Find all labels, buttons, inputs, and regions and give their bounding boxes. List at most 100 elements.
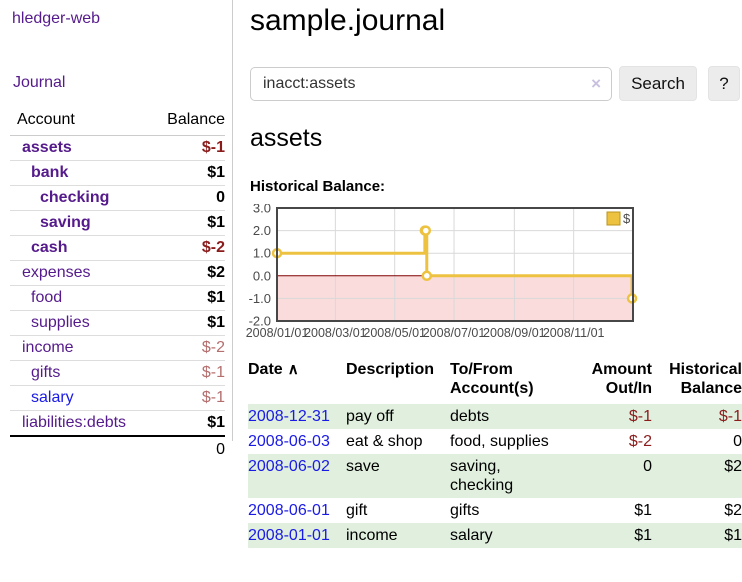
account-balance: $1 xyxy=(207,314,225,331)
chart-ytick-label: 0.0 xyxy=(253,268,271,283)
account-balance: $-2 xyxy=(201,239,225,256)
account-balance: 0 xyxy=(216,189,225,206)
sort-ascending-icon: ∧ xyxy=(287,361,299,378)
transaction-balance: $-1 xyxy=(718,408,742,425)
accounts-header-balance: Balance xyxy=(153,107,225,136)
transaction-date-cell: 2008-12-31 xyxy=(248,404,346,429)
account-row: food $1 xyxy=(10,285,225,311)
register-header-row: Date ∧ Description To/From Account(s) Amo… xyxy=(248,358,742,404)
register-table: Date ∧ Description To/From Account(s) Amo… xyxy=(248,358,742,548)
main-panel: sample.journal × Search ? assets Histori… xyxy=(233,0,742,582)
account-balance: $2 xyxy=(207,264,225,281)
accounts-header-account: Account xyxy=(10,107,154,136)
account-row: liabilities:debts $1 xyxy=(10,410,225,437)
account-link[interactable]: saving xyxy=(40,214,91,231)
transaction-amount: $1 xyxy=(634,502,652,519)
account-row: saving $1 xyxy=(10,210,225,236)
account-link[interactable]: income xyxy=(22,339,74,356)
chart-data-point xyxy=(421,270,433,282)
transaction-amount: 0 xyxy=(643,458,652,475)
transaction-balance: $1 xyxy=(724,527,742,544)
account-row: assets $-1 xyxy=(10,136,225,161)
transaction-date-link[interactable]: 2008-06-01 xyxy=(248,502,330,519)
chart-legend-label: $ xyxy=(623,211,631,226)
search-box: × xyxy=(250,66,612,101)
accounts-total-value: 0 xyxy=(153,435,225,463)
register-header-balance: Historical Balance xyxy=(669,361,742,397)
nav-journal-link[interactable]: Journal xyxy=(13,74,66,91)
chart-data-point xyxy=(420,225,432,236)
search-button[interactable]: Search xyxy=(619,66,697,101)
transaction-balance: 0 xyxy=(733,433,742,450)
account-link[interactable]: assets xyxy=(22,139,72,156)
transaction-accounts: food, supplies xyxy=(450,433,549,450)
accounts-total-row: 0 xyxy=(10,435,225,463)
transaction-accounts: saving, checking xyxy=(450,458,514,494)
transaction-accounts: debts xyxy=(450,408,490,425)
transaction-date-link[interactable]: 2008-06-03 xyxy=(248,433,330,450)
account-link[interactable]: salary xyxy=(31,389,74,406)
chart-xtick-label: 2008/11/01 xyxy=(543,326,605,340)
chart-ytick-label: -1.0 xyxy=(249,291,271,306)
chart-xtick-label: 2008/07/01 xyxy=(423,326,486,340)
transaction-balance: $2 xyxy=(724,458,742,475)
search-input[interactable] xyxy=(250,66,612,101)
account-row: income $-2 xyxy=(10,335,225,361)
account-row: cash $-2 xyxy=(10,235,225,261)
register-row: 2008-12-31 pay off debts $-1 $-1 xyxy=(248,404,742,429)
account-balance: $1 xyxy=(207,414,225,431)
chart-ytick-label: 2.0 xyxy=(253,223,271,238)
transaction-date-cell: 2008-06-03 xyxy=(248,429,346,454)
chart-xtick-label: 2008/03/01 xyxy=(304,326,367,340)
historical-balance-chart: $3.0 2.0 1.0 0.0 -1.0 -2.0 2008/01/01 2008/03/0… xyxy=(243,201,643,344)
register-header-amount: Amount Out/In xyxy=(591,361,652,397)
transaction-date-cell: 2008-01-01 xyxy=(248,523,346,548)
register-header-date-label: Date xyxy=(248,361,283,378)
transaction-date-cell: 2008-06-01 xyxy=(248,498,346,523)
page-title: sample.journal xyxy=(250,4,446,37)
account-row: supplies $1 xyxy=(10,310,225,336)
help-button[interactable]: ? xyxy=(708,66,740,101)
clear-search-icon[interactable]: × xyxy=(591,73,601,93)
account-row: salary $-1 xyxy=(10,385,225,411)
chart-ytick-label: 1.0 xyxy=(253,246,271,261)
account-balance: $-1 xyxy=(201,389,225,406)
app-title-link[interactable]: hledger-web xyxy=(12,10,101,27)
account-row: checking 0 xyxy=(10,185,225,211)
register-row: 2008-06-02 save saving, checking 0 $2 xyxy=(248,454,742,498)
register-row: 2008-06-01 gift gifts $1 $2 xyxy=(248,498,742,523)
account-balance: $1 xyxy=(207,164,225,181)
account-link[interactable]: supplies xyxy=(31,314,90,331)
transaction-amount: $1 xyxy=(634,527,652,544)
account-balance: $1 xyxy=(207,214,225,231)
transaction-date-link[interactable]: 2008-06-02 xyxy=(248,458,330,475)
chart-ytick-label: -2.0 xyxy=(249,314,271,329)
accounts-table: Account Balance assets $-1 bank $1 checking 0… xyxy=(10,107,225,463)
sidebar-divider xyxy=(232,0,233,441)
chart-border xyxy=(276,207,634,322)
transaction-description: save xyxy=(346,458,380,475)
account-link[interactable]: cash xyxy=(31,239,68,256)
account-balance: $-2 xyxy=(201,339,225,356)
accounts-header-row: Account Balance xyxy=(10,107,225,136)
transaction-accounts: gifts xyxy=(450,502,480,519)
account-row: gifts $-1 xyxy=(10,360,225,386)
transaction-date-link[interactable]: 2008-01-01 xyxy=(248,527,330,544)
account-link[interactable]: bank xyxy=(31,164,69,181)
sidebar: hledger-web Journal Account Balance asse… xyxy=(0,0,233,582)
transaction-amount: $-2 xyxy=(628,433,652,450)
account-link[interactable]: expenses xyxy=(22,264,91,281)
account-balance: $-1 xyxy=(201,364,225,381)
chart-xtick-label: 2008/09/01 xyxy=(483,326,546,340)
account-link[interactable]: gifts xyxy=(31,364,61,381)
register-header-description: Description xyxy=(346,361,435,378)
account-link[interactable]: checking xyxy=(40,189,110,206)
chart-xtick-label: 2008/01/01 xyxy=(246,326,309,340)
account-link[interactable]: food xyxy=(31,289,63,306)
account-balance: $1 xyxy=(207,289,225,306)
transaction-description: eat & shop xyxy=(346,433,423,450)
register-header-date[interactable]: Date ∧ xyxy=(248,358,346,404)
account-link[interactable]: liabilities:debts xyxy=(22,414,127,431)
transaction-date-link[interactable]: 2008-12-31 xyxy=(248,408,330,425)
transaction-description: income xyxy=(346,527,398,544)
